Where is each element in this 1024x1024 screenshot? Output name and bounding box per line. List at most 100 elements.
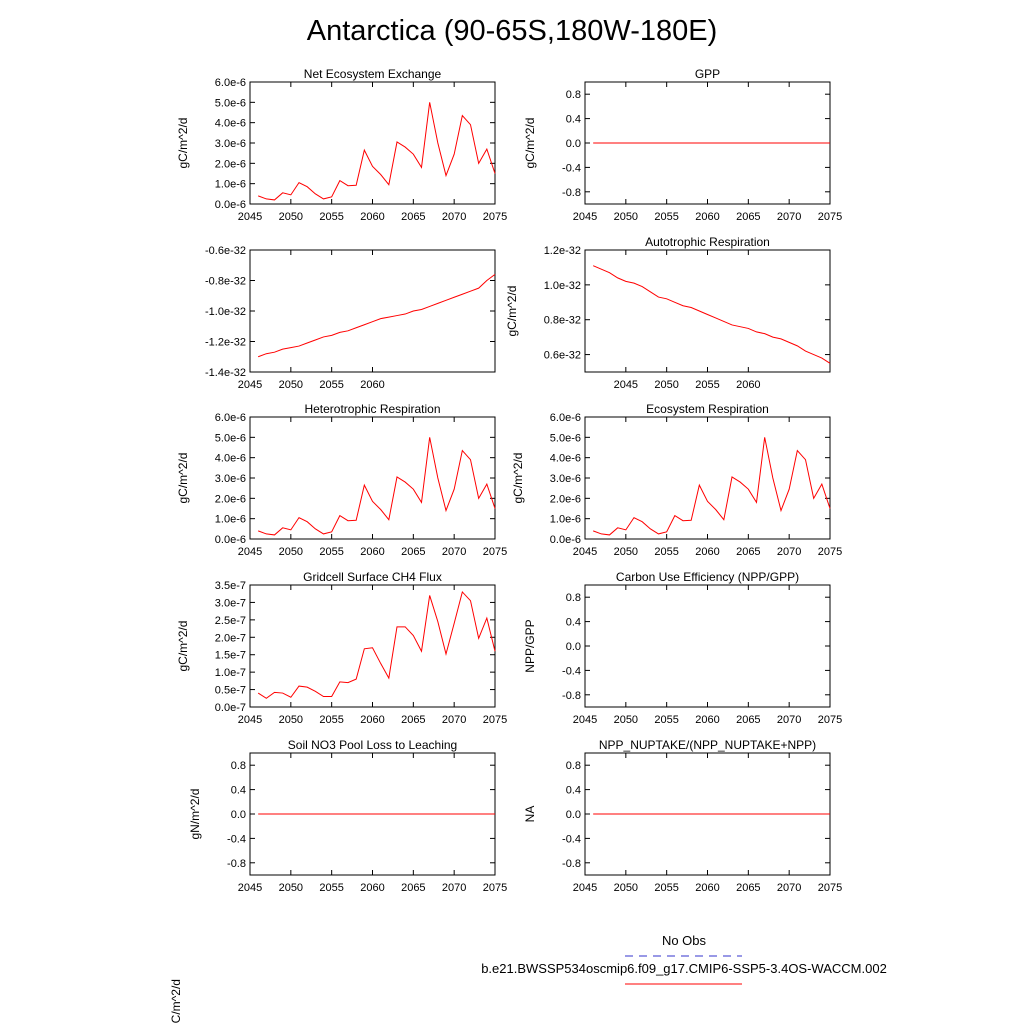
x-tick-label: 2050 <box>279 379 303 391</box>
data-line <box>257 273 496 358</box>
data-line <box>257 590 496 699</box>
x-tick-label: 2055 <box>654 211 678 223</box>
y-tick-label: 1.0e-6 <box>215 514 246 526</box>
plot-frame <box>584 416 831 540</box>
y-tick-label: 3.0e-7 <box>215 597 246 609</box>
panel-title: Net Ecosystem Exchange <box>304 67 442 81</box>
x-tick-label: 2050 <box>279 714 303 726</box>
y-tick-label: 0.6e-32 <box>544 350 581 362</box>
x-tick-label: 2065 <box>401 882 425 894</box>
y-tick-label: -0.8 <box>562 690 581 702</box>
y-axis-label: NPP/GPP <box>523 619 537 672</box>
y-tick-label: 5.0e-6 <box>550 432 581 444</box>
data-line <box>257 102 496 201</box>
x-tick-label: 2045 <box>238 379 262 391</box>
plot-frame <box>249 584 496 708</box>
plot-frame <box>584 584 831 708</box>
y-tick-label: 3.0e-6 <box>215 138 246 150</box>
panel-title: Gridcell Surface CH4 Flux <box>303 570 442 584</box>
y-tick-label: 1.2e-32 <box>544 245 581 257</box>
x-tick-label: 2070 <box>777 546 801 558</box>
y-tick-label: 4.0e-6 <box>550 453 581 465</box>
x-tick-label: 2045 <box>573 211 597 223</box>
y-tick-label: 6.0e-6 <box>550 412 581 424</box>
y-tick-label: -0.6e-32 <box>205 245 246 257</box>
y-axis-label: gC/m^2/d <box>505 286 519 337</box>
x-tick-label: 2045 <box>238 211 262 223</box>
page-title: Antarctica (90-65S,180W-180E) <box>307 15 718 47</box>
x-tick-label: 2060 <box>736 379 760 391</box>
x-tick-label: 2045 <box>573 714 597 726</box>
y-axis-label: gC/m^2/d <box>176 118 190 169</box>
x-tick-label: 2075 <box>483 714 507 726</box>
plot-frame <box>249 416 496 540</box>
x-tick-label: 2075 <box>483 546 507 558</box>
y-axis-label: gC/m^2/d <box>176 453 190 504</box>
x-tick-label: 2045 <box>238 546 262 558</box>
y-tick-label: -0.8 <box>562 187 581 199</box>
y-tick-label: 3.0e-6 <box>215 473 246 485</box>
x-tick-label: 2060 <box>360 379 384 391</box>
x-tick-label: 2070 <box>442 546 466 558</box>
x-tick-label: 2055 <box>319 714 343 726</box>
panel-title: Ecosystem Respiration <box>646 402 769 416</box>
y-axis-label: gN/m^2/d <box>188 789 202 840</box>
x-tick-label: 2050 <box>614 882 638 894</box>
x-tick-label: 2075 <box>818 546 842 558</box>
y-tick-label: 0.0e-6 <box>550 534 581 546</box>
x-tick-label: 2070 <box>777 714 801 726</box>
x-tick-label: 2045 <box>238 882 262 894</box>
y-tick-label: 0.0e-6 <box>215 199 246 211</box>
data-line <box>592 265 831 364</box>
y-tick-label: 5.0e-6 <box>215 432 246 444</box>
plot-frame <box>249 81 496 205</box>
y-tick-label: 0.0e-6 <box>215 534 246 546</box>
y-axis-label: gC/m^2/d <box>523 118 537 169</box>
x-tick-label: 2055 <box>319 882 343 894</box>
x-tick-label: 2065 <box>736 546 760 558</box>
y-tick-label: 0.5e-7 <box>215 685 246 697</box>
x-tick-label: 2060 <box>360 211 384 223</box>
y-tick-label: -0.4 <box>562 665 581 677</box>
x-tick-label: 2045 <box>573 882 597 894</box>
data-line <box>592 437 831 536</box>
y-tick-label: 0.4 <box>231 785 246 797</box>
x-tick-label: 2055 <box>654 882 678 894</box>
y-tick-label: 5.0e-6 <box>215 97 246 109</box>
x-tick-label: 2055 <box>319 211 343 223</box>
x-tick-label: 2065 <box>401 714 425 726</box>
x-tick-label: 2065 <box>401 546 425 558</box>
y-tick-label: 6.0e-6 <box>215 412 246 424</box>
y-tick-label: 2.5e-7 <box>215 615 246 627</box>
y-tick-label: -1.4e-32 <box>205 367 246 379</box>
x-tick-label: 2055 <box>654 546 678 558</box>
y-axis-label: gC/m^2/d <box>176 621 190 672</box>
x-tick-label: 2075 <box>818 211 842 223</box>
plot-frame <box>584 249 831 373</box>
y-axis-label: gC/m^2/d <box>511 453 525 504</box>
y-tick-label: 0.8 <box>231 760 246 772</box>
y-tick-label: -0.4 <box>227 833 246 845</box>
x-tick-label: 2060 <box>695 714 719 726</box>
x-tick-label: 2060 <box>360 714 384 726</box>
y-tick-label: 0.8e-32 <box>544 315 581 327</box>
x-tick-label: 2075 <box>818 714 842 726</box>
y-tick-label: 1.0e-6 <box>215 179 246 191</box>
panel-title: Autotrophic Respiration <box>645 235 770 249</box>
y-tick-label: 0.0 <box>231 809 246 821</box>
y-tick-label: 2.0e-6 <box>550 493 581 505</box>
legend-label: b.e21.BWSSP534oscmip6.f09_g17.CMIP6-SSP5… <box>481 961 887 976</box>
legend-label: No Obs <box>662 933 707 948</box>
x-tick-label: 2045 <box>614 379 638 391</box>
y-tick-label: -0.8 <box>562 858 581 870</box>
x-tick-label: 2055 <box>319 546 343 558</box>
stray-y-label: gC/m^2/d <box>169 979 183 1024</box>
y-tick-label: -1.2e-32 <box>205 337 246 349</box>
x-tick-label: 2075 <box>818 882 842 894</box>
x-tick-label: 2055 <box>654 714 678 726</box>
panel-title: GPP <box>695 67 720 81</box>
y-tick-label: -0.8 <box>227 858 246 870</box>
panel-title: Carbon Use Efficiency (NPP/GPP) <box>616 570 799 584</box>
